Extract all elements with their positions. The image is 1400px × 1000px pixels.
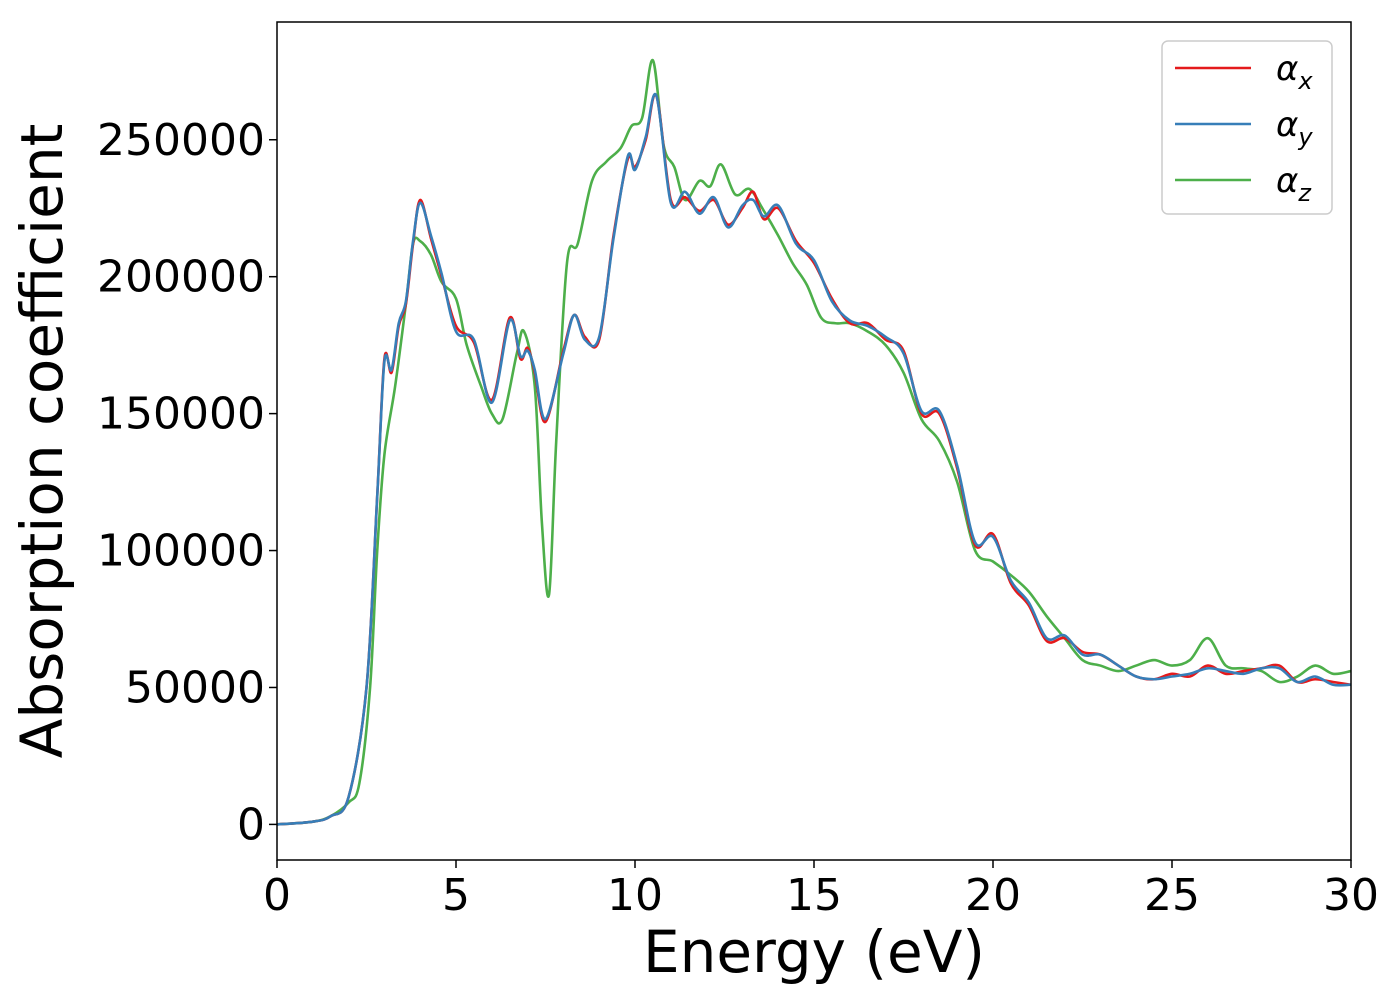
y-tick-label: 200000 (97, 252, 265, 303)
y-tick-label: 100000 (97, 526, 265, 577)
x-tick-label: 0 (263, 870, 291, 921)
legend-label-z: αz (1276, 161, 1312, 207)
x-tick-label: 5 (442, 870, 470, 921)
ticks-layer: 0 5 10 15 20 25 30 0 50000 100000 150000 200000 2500… (97, 115, 1379, 921)
x-axis-title: Energy (eV) (643, 918, 985, 986)
y-axis-title: Absorption coefficient (8, 124, 76, 759)
y-tick-label: 150000 (97, 389, 265, 440)
legend-label-x: αx (1276, 49, 1313, 95)
y-tick-label: 250000 (97, 115, 265, 166)
series-line-y (276, 92, 1352, 826)
y-tick-label: 0 (237, 799, 265, 850)
legend-label-y: αy (1276, 105, 1313, 151)
legend-box (1161, 40, 1333, 215)
series-layer (276, 59, 1352, 826)
x-tick-label: 20 (965, 870, 1021, 921)
series-line-z (276, 59, 1352, 826)
x-tick-label: 30 (1323, 870, 1379, 921)
x-tick-label: 25 (1144, 870, 1200, 921)
y-tick-label: 50000 (125, 662, 265, 713)
x-tick-label: 15 (786, 870, 842, 921)
x-tick-label: 10 (607, 870, 663, 921)
legend: αx αy αz (1161, 40, 1333, 215)
